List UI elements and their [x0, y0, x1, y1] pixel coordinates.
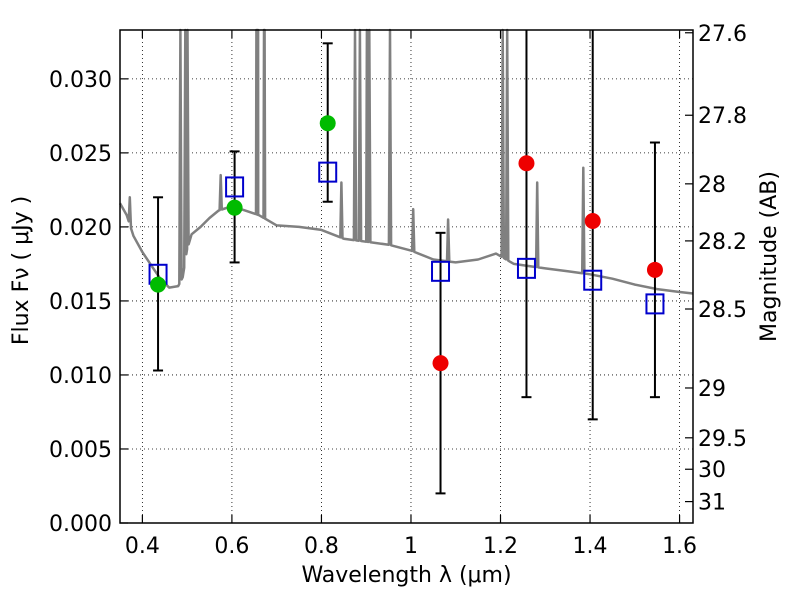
model-photometry-square-1 [225, 176, 245, 198]
x-axis-label: Wavelength λ (μm) [301, 563, 511, 588]
y-axis-label-right: Magnitude (AB) [757, 171, 782, 342]
model-photometry-square-2 [318, 161, 338, 183]
plot-frame [119, 29, 694, 524]
right-tick-label-6: 29.5 [698, 427, 747, 452]
right-tick-label-1: 27.8 [698, 104, 747, 129]
y-tick-label-6: 0.030 [49, 68, 112, 93]
low_significance-point-2 [584, 212, 601, 229]
low_significance-point-3 [646, 261, 663, 278]
x-tick-label-4: 1.2 [483, 534, 518, 559]
right-tick-label-4: 28.5 [698, 298, 747, 323]
right-tick-label-2: 28 [698, 173, 726, 198]
y-tick-label-2: 0.010 [49, 364, 112, 389]
model-photometry-square-5 [583, 269, 603, 291]
x-tick-label-3: 1 [404, 534, 418, 559]
x-tick-label-1: 0.6 [214, 534, 249, 559]
y-tick-label-0: 0.000 [49, 512, 112, 537]
axis-ticks: 0.4 0.6 0.8 1 1.2 1.4 1.6 0.000 0.005 0.010 0.015 0… [49, 22, 747, 559]
right-tick-label-5: 29 [698, 377, 726, 402]
right-tick-label-3: 28.2 [698, 230, 747, 255]
model-photometry-square-6 [645, 293, 665, 315]
x-tick-label-5: 1.4 [573, 534, 608, 559]
model-photometry-square-4 [516, 257, 536, 279]
y-tick-label-5: 0.025 [49, 142, 112, 167]
x-tick-label-0: 0.4 [125, 534, 160, 559]
low_significance-point-0 [432, 355, 449, 372]
right-tick-label-7: 30 [698, 458, 726, 483]
right-tick-label-8: 31 [698, 491, 726, 516]
detections-point-0 [150, 276, 167, 293]
detections-point-2 [319, 115, 336, 132]
model-photometry-square-3 [431, 260, 451, 282]
model-spectrum-line [118, 28, 694, 295]
data-markers [148, 115, 665, 372]
model-spectrum [118, 28, 694, 295]
y-tick-label-4: 0.020 [49, 216, 112, 241]
right-tick-label-0: 27.6 [698, 22, 747, 47]
y-axis-label: Flux Fν ( μJy ) [9, 196, 34, 345]
y-tick-label-3: 0.015 [49, 290, 112, 315]
x-tick-label-6: 1.6 [662, 534, 697, 559]
x-tick-label-2: 0.8 [304, 534, 339, 559]
y-tick-label-1: 0.005 [49, 438, 112, 463]
detections-point-1 [226, 199, 243, 216]
low_significance-point-1 [518, 155, 535, 172]
